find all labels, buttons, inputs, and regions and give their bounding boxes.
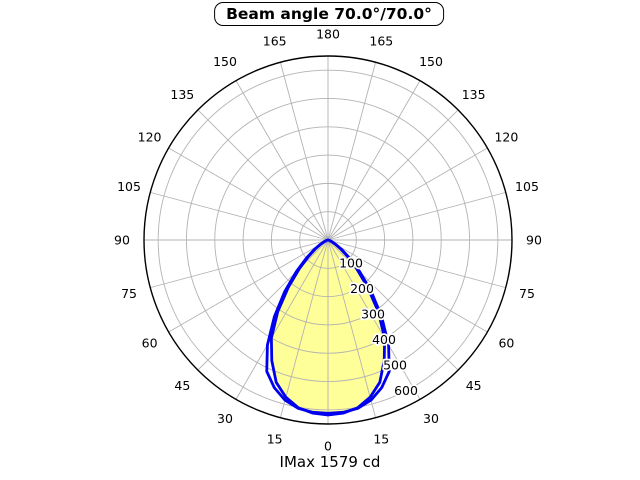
angle-tick-label: 60	[498, 336, 514, 351]
radial-tick-label: 100	[339, 256, 363, 271]
angle-tick-label: 45	[174, 378, 190, 393]
c90-plane-curve	[265, 238, 391, 415]
imax-label: IMax 1579 cd	[279, 453, 381, 471]
angle-tick-label: 75	[519, 286, 535, 301]
radial-tick-label: 500	[383, 358, 407, 373]
angle-tick-label: 105	[515, 179, 539, 194]
radial-tick-labels: 100 200 300 400 500 600	[337, 254, 419, 400]
radial-tick-label: 600	[394, 383, 418, 398]
angle-tick-label: 180	[316, 27, 340, 42]
chart-title: Beam angle 70.0°/70.0°	[214, 2, 444, 26]
radial-tick-label: 400	[372, 332, 396, 347]
radial-tick-label: 300	[361, 307, 385, 322]
outer-ring	[143, 55, 513, 425]
angle-tick-label: 150	[419, 54, 443, 69]
angle-tick-label: 90	[114, 233, 130, 248]
radial-tick-label: 200	[350, 281, 374, 296]
grid-spokes	[144, 56, 512, 424]
angle-tick-label: 15	[267, 431, 283, 446]
angle-tick-label: 120	[138, 130, 162, 145]
angle-tick-label: 30	[217, 411, 233, 426]
angle-tick-label: 0	[324, 439, 332, 454]
angle-tick-label: 135	[170, 87, 194, 102]
angle-tick-label: 135	[462, 87, 486, 102]
angle-tick-labels: 0 15 15 30 30 45 45 60 60 75 75 90 90 105 105 120 120 135…	[114, 27, 542, 454]
angle-tick-label: 90	[526, 233, 542, 248]
angle-tick-label: 30	[423, 411, 439, 426]
angle-tick-label: 60	[142, 336, 158, 351]
angle-tick-label: 15	[373, 431, 389, 446]
angle-tick-label: 165	[369, 34, 393, 49]
angle-tick-label: 150	[213, 54, 237, 69]
angle-tick-label: 120	[494, 130, 518, 145]
angle-tick-label: 45	[466, 378, 482, 393]
angle-tick-label: 105	[117, 179, 141, 194]
angle-tick-label: 165	[263, 34, 287, 49]
angle-tick-label: 75	[121, 286, 137, 301]
